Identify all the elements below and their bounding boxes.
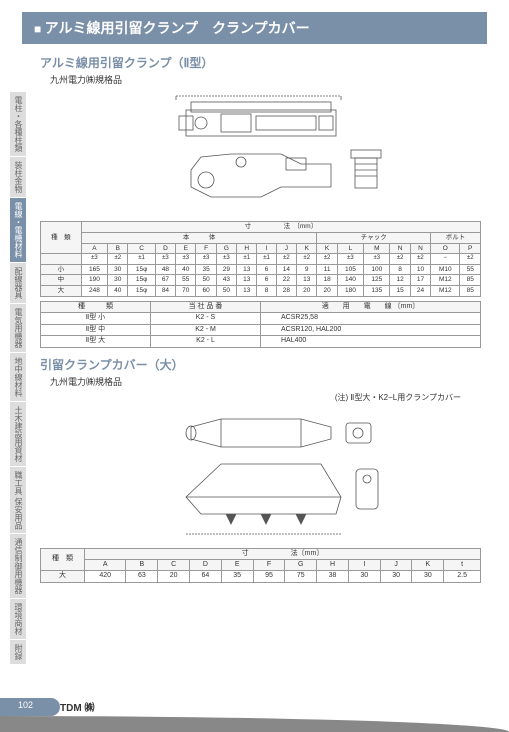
side-tab[interactable]: 土木建設用資材 (10, 402, 26, 466)
section2-note: (注) Ⅱ型大・K2−L用クランプカバー (40, 392, 461, 403)
section1-title: アルミ線用引留クランプ（Ⅱ型） (40, 54, 481, 71)
page-title-bar: アルミ線用引留クランプ クランプカバー (22, 12, 487, 44)
section2-subtitle: 九州電力㈱規格品 (50, 375, 481, 388)
content-area: アルミ線用引留クランプ（Ⅱ型） 九州電力㈱規格品 (40, 54, 481, 583)
dimensions-table-1: 種 類寸 法 〔mm〕本 体チャックボルトABCDEFGHIJKKLMNNOP±… (40, 221, 481, 297)
side-tab[interactable]: 通信制御用機器 (10, 534, 26, 598)
section1-subtitle: 九州電力㈱規格品 (50, 73, 481, 86)
side-tab[interactable]: 附録 (10, 640, 26, 664)
page-footer: 102 TDM ㈱ (0, 704, 509, 732)
section2-title: 引留クランプカバー（大） (40, 356, 481, 373)
side-tabs: 電柱・各種柱類装柱金物電線・電機材料配線器具電気用機器地中線材料土木建設用資材職… (10, 92, 26, 665)
diagram-cover (40, 409, 481, 542)
diagram-clamp (40, 92, 481, 215)
side-tab[interactable]: 電気用機器 (10, 304, 26, 352)
side-tab[interactable]: 電線・電機材料 (10, 198, 26, 262)
side-tab[interactable]: 職工具 保安用品 (10, 467, 26, 533)
page-number: 102 (18, 700, 33, 710)
side-tab[interactable]: 地中線材料 (10, 353, 26, 401)
side-tab[interactable]: 環境商材 (10, 599, 26, 639)
side-tab[interactable]: 配線器具 (10, 263, 26, 303)
side-tab[interactable]: 電柱・各種柱類 (10, 92, 26, 156)
footer-company: TDM ㈱ (60, 699, 94, 714)
dimensions-table-2: 種 類寸 法〔mm〕ABCDEFGHIJKt大42063206435957538… (40, 548, 481, 583)
part-number-table: 種 類当 社 品 番適 用 電 線 〔mm〕Ⅱ型 小K2 - SACSR25,5… (40, 301, 481, 348)
side-tab[interactable]: 装柱金物 (10, 157, 26, 197)
page-title: アルミ線用引留クランプ クランプカバー (45, 20, 310, 36)
